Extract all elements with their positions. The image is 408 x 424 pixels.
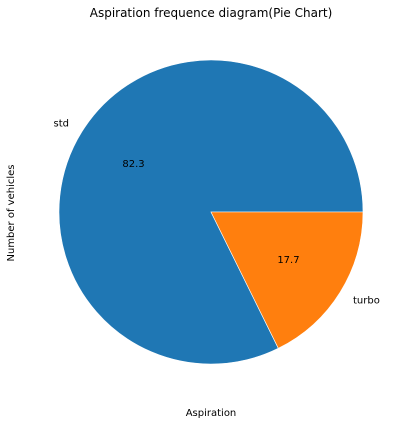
x-axis-label: Aspiration — [186, 408, 237, 419]
slice-percent-std: 82.3 — [122, 159, 144, 170]
pie-slice-turbo — [210, 211, 364, 349]
y-axis-label: Number of vehicles — [6, 165, 17, 262]
chart-title: Aspiration frequence diagram(Pie Chart) — [90, 6, 333, 20]
pie-slices — [58, 59, 364, 365]
pie-labels: std 82.3 turbo 17.7 — [54, 119, 380, 307]
slice-label-std: std — [54, 119, 69, 130]
slice-percent-turbo: 17.7 — [277, 255, 299, 266]
slice-label-turbo: turbo — [353, 295, 380, 306]
